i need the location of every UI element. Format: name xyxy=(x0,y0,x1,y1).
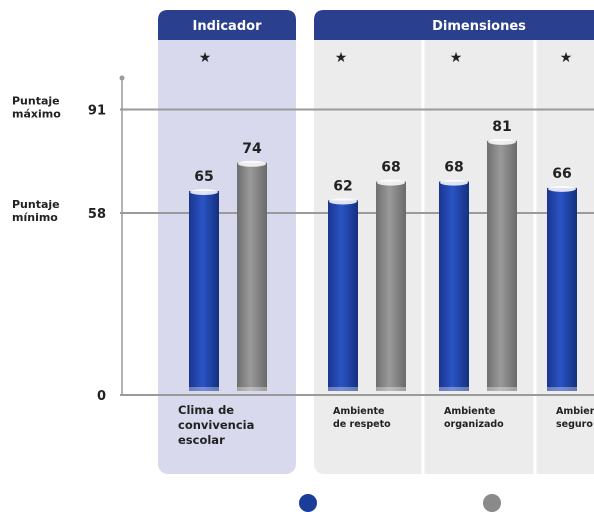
category-label: escolar xyxy=(178,433,225,447)
significance-star: ★ xyxy=(560,50,573,66)
category-label: Ambiente xyxy=(333,406,385,417)
bar xyxy=(547,187,577,391)
bar xyxy=(376,181,406,391)
bar-value-label: 65 xyxy=(194,169,213,185)
category-label: Clima de xyxy=(178,403,234,417)
legend-marker xyxy=(483,494,501,512)
bar-cap xyxy=(440,179,468,186)
bar-cap xyxy=(548,185,576,192)
panel-header-bar xyxy=(158,10,296,40)
bar-rim xyxy=(328,387,358,391)
bar-value-label: 68 xyxy=(381,160,400,176)
category-label: seguro xyxy=(556,419,593,430)
significance-star: ★ xyxy=(335,50,348,66)
bar-cap xyxy=(329,198,357,205)
bar-rim xyxy=(376,387,406,391)
bar-rim xyxy=(547,387,577,391)
category-label: de respeto xyxy=(333,419,391,430)
y-reference-name: Puntaje xyxy=(12,198,60,211)
bar xyxy=(237,162,267,391)
bar-value-label: 74 xyxy=(242,141,262,157)
bar xyxy=(189,191,219,391)
bar-value-label: 68 xyxy=(444,160,463,176)
significance-star: ★ xyxy=(450,50,463,66)
bar-rim xyxy=(237,387,267,391)
axis-top-dot xyxy=(119,75,125,81)
category-label: convivencia xyxy=(178,418,254,432)
bar-cap xyxy=(238,160,266,167)
y-tick-label: 0 xyxy=(97,389,106,404)
y-reference-name: Puntaje xyxy=(12,94,60,107)
y-tick-label: 58 xyxy=(88,207,106,222)
bar-rim xyxy=(439,387,469,391)
panel-header-bar xyxy=(314,10,594,40)
category-label: Ambiente xyxy=(556,406,594,417)
bar xyxy=(439,181,469,391)
bar xyxy=(328,200,358,391)
panel-header-label: Indicador xyxy=(193,19,263,34)
category-label: Ambiente xyxy=(444,406,496,417)
bar-rim xyxy=(487,387,517,391)
y-reference-name: mínimo xyxy=(12,211,58,224)
y-tick-label: 91 xyxy=(88,103,106,118)
legend-marker xyxy=(299,494,317,512)
bar-value-label: 81 xyxy=(492,119,511,135)
bar-value-label: 66 xyxy=(552,166,571,182)
y-reference-name: máximo xyxy=(12,107,61,120)
bar xyxy=(487,140,517,391)
bar-value-label: 62 xyxy=(333,178,352,194)
bar-cap xyxy=(377,179,405,186)
bar-cap xyxy=(190,189,218,196)
bar-rim xyxy=(189,387,219,391)
significance-star: ★ xyxy=(199,50,212,66)
category-label: organizado xyxy=(444,419,504,430)
bar-cap xyxy=(488,138,516,145)
panel-header-label: Dimensiones xyxy=(432,19,526,34)
